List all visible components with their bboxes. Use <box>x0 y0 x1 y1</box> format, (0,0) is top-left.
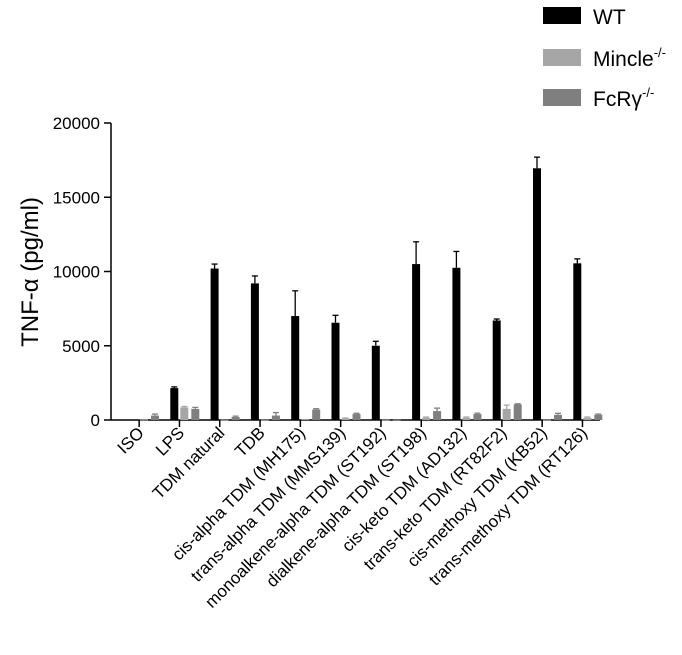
bar-fcr-tdb <box>271 415 280 420</box>
bar-mincle-trans-methoxy-tdm-rt126 <box>583 417 592 420</box>
bar-fcr-cis-keto-tdm-ad132 <box>473 414 482 420</box>
legend-label-wt: WT <box>593 6 626 29</box>
y-tick-label: 0 <box>91 411 100 430</box>
bar-wt-tdb <box>250 283 259 420</box>
bar-wt-trans-keto-tdm-rt82f2 <box>492 320 501 420</box>
bar-fcr-lps <box>191 408 200 420</box>
bar-fcr-cis-alpha-tdm-mh175 <box>312 409 321 420</box>
bar-wt-trans-alpha-tdm-mms139 <box>331 322 340 420</box>
bar-mincle-lps <box>180 407 189 420</box>
bar-fcr-monoalkene-alpha-tdm-st192 <box>392 419 401 421</box>
y-tick-label: 10000 <box>53 263 100 282</box>
legend-superscript: -/- <box>654 45 666 60</box>
bar-fcr-cis-methoxy-tdm-kb52 <box>554 414 562 420</box>
legend-swatch-fcr <box>543 89 581 106</box>
legend-swatch-wt <box>543 7 581 24</box>
y-tick-label: 5000 <box>62 337 100 356</box>
bar-mincle-monoalkene-alpha-tdm-st192 <box>381 419 390 421</box>
bar-fcr-trans-methoxy-tdm-rt126 <box>594 414 603 420</box>
bar-mincle-dialkene-alpha-tdm-st198 <box>422 417 431 420</box>
x-tick-label-tdm-natural: TDM natural <box>149 423 229 503</box>
bar-mincle-cis-methoxy-tdm-kb52 <box>543 419 551 421</box>
bar-fcr-iso <box>151 415 159 420</box>
bar-mincle-tdm-natural <box>220 419 229 421</box>
bar-wt-monoalkene-alpha-tdm-st192 <box>371 345 380 420</box>
y-tick-label: 20000 <box>53 114 100 133</box>
bar-mincle-iso <box>140 419 148 421</box>
x-tick-label-lps: LPS <box>152 423 188 459</box>
bar-wt-lps <box>170 388 179 420</box>
legend-label-mincle: Mincle-/- <box>593 45 666 71</box>
bar-wt-dialkene-alpha-tdm-st198 <box>412 264 421 420</box>
bar-wt-cis-keto-tdm-ad132 <box>452 267 461 420</box>
bar-wt-tdm-natural <box>210 268 219 420</box>
bar-mincle-tdb <box>260 419 269 421</box>
x-tick-label-iso: ISO <box>114 423 148 457</box>
bar-wt-iso <box>130 419 138 421</box>
bar-wt-trans-methoxy-tdm-rt126 <box>573 263 582 420</box>
bar-fcr-tdm-natural <box>231 417 240 420</box>
y-axis: 0 5000 10000 15000 20000 <box>53 114 112 430</box>
bar-mincle-cis-alpha-tdm-mh175 <box>301 419 310 421</box>
bars <box>130 156 603 421</box>
legend-swatch-mincle <box>543 49 581 66</box>
bar-mincle-trans-alpha-tdm-mms139 <box>341 418 350 420</box>
bar-fcr-trans-alpha-tdm-mms139 <box>352 414 361 420</box>
legend: WT Mincle-/- FcRγ-/- <box>543 6 666 111</box>
y-axis-label: TNF-α (pg/ml) <box>17 197 44 347</box>
bar-fcr-trans-keto-tdm-rt82f2 <box>513 404 522 420</box>
bar-mincle-trans-keto-tdm-rt82f2 <box>502 408 511 420</box>
bar-wt-cis-alpha-tdm-mh175 <box>291 316 300 420</box>
y-tick-label: 15000 <box>53 188 100 207</box>
bar-mincle-cis-keto-tdm-ad132 <box>462 417 471 420</box>
bar-wt-cis-methoxy-tdm-kb52 <box>533 168 541 420</box>
legend-superscript: -/- <box>642 85 654 100</box>
legend-label-fcr: FcRγ-/- <box>593 85 654 111</box>
bar-fcr-dialkene-alpha-tdm-st198 <box>433 411 442 420</box>
